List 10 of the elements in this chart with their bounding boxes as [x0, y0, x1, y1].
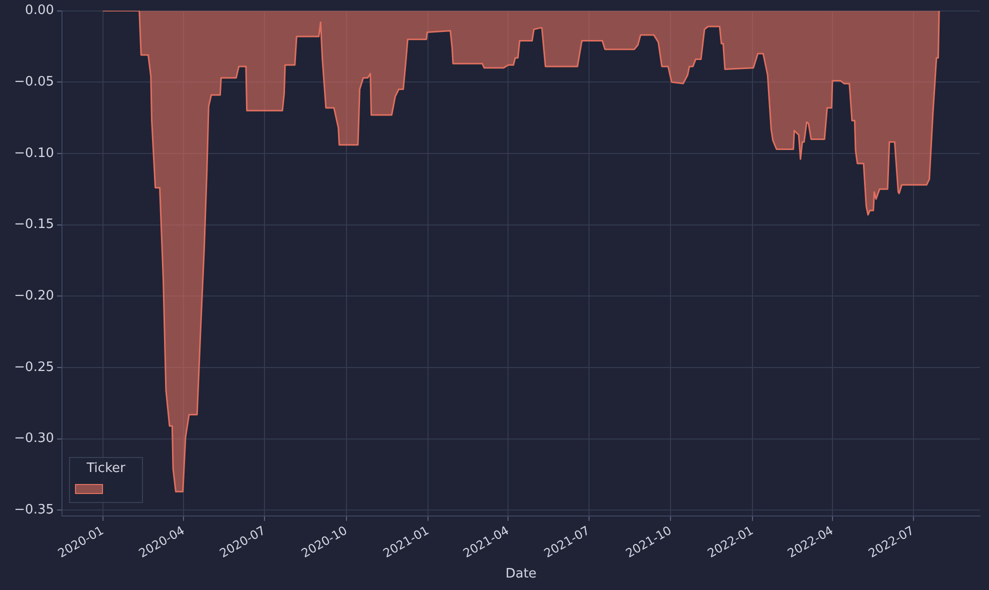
y-tick-label: 0.00 — [25, 3, 54, 18]
legend-title: Ticker — [86, 461, 126, 476]
y-tick-label: −0.10 — [14, 146, 54, 161]
y-tick-label: −0.25 — [14, 360, 54, 375]
y-tick-label: −0.20 — [14, 288, 54, 304]
y-tick-label: −0.35 — [14, 502, 54, 518]
y-tick-label: −0.15 — [14, 217, 54, 232]
y-tick-label: −0.05 — [14, 74, 54, 90]
x-axis-title: Date — [505, 566, 537, 582]
y-tick-label: −0.30 — [14, 431, 54, 446]
